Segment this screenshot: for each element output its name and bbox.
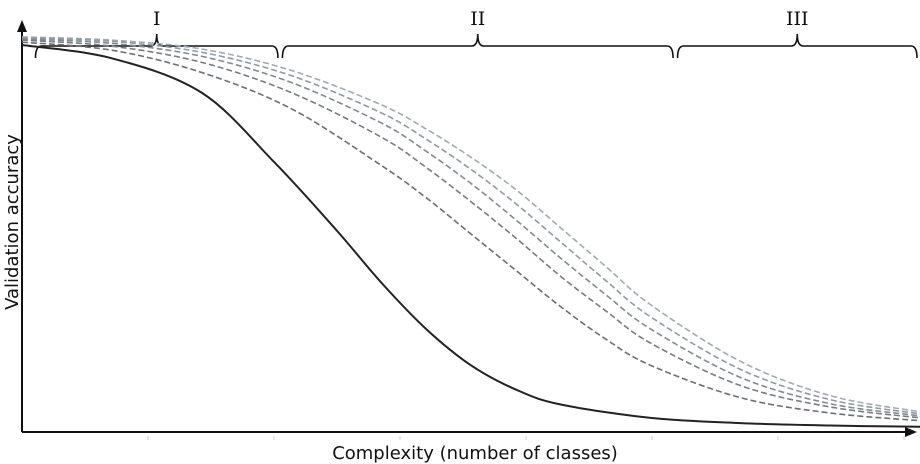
- series-line-dashed-3: [21, 38, 920, 417]
- region-label-3: III: [786, 8, 809, 30]
- series-line-dashed-1: [21, 41, 920, 422]
- series-line-dashed-5: [21, 36, 920, 413]
- region-brace-2: [281, 33, 674, 59]
- x-axis-label: Complexity (number of classes): [332, 443, 618, 464]
- region-label-2: II: [470, 8, 485, 30]
- region-braces: I II III: [34, 8, 918, 59]
- y-axis-label: Validation accuracy: [2, 134, 23, 310]
- series-line-dashed-4: [21, 36, 920, 415]
- y-axis-arrow: [17, 20, 27, 32]
- series-line-solid: [21, 43, 920, 428]
- x-axis-ticks: [147, 436, 905, 440]
- x-axis-arrow: [905, 427, 917, 437]
- region-brace-3: [676, 33, 918, 59]
- region-label-1: I: [153, 8, 161, 30]
- series-layer: [21, 36, 920, 428]
- series-line-dashed-2: [21, 39, 920, 419]
